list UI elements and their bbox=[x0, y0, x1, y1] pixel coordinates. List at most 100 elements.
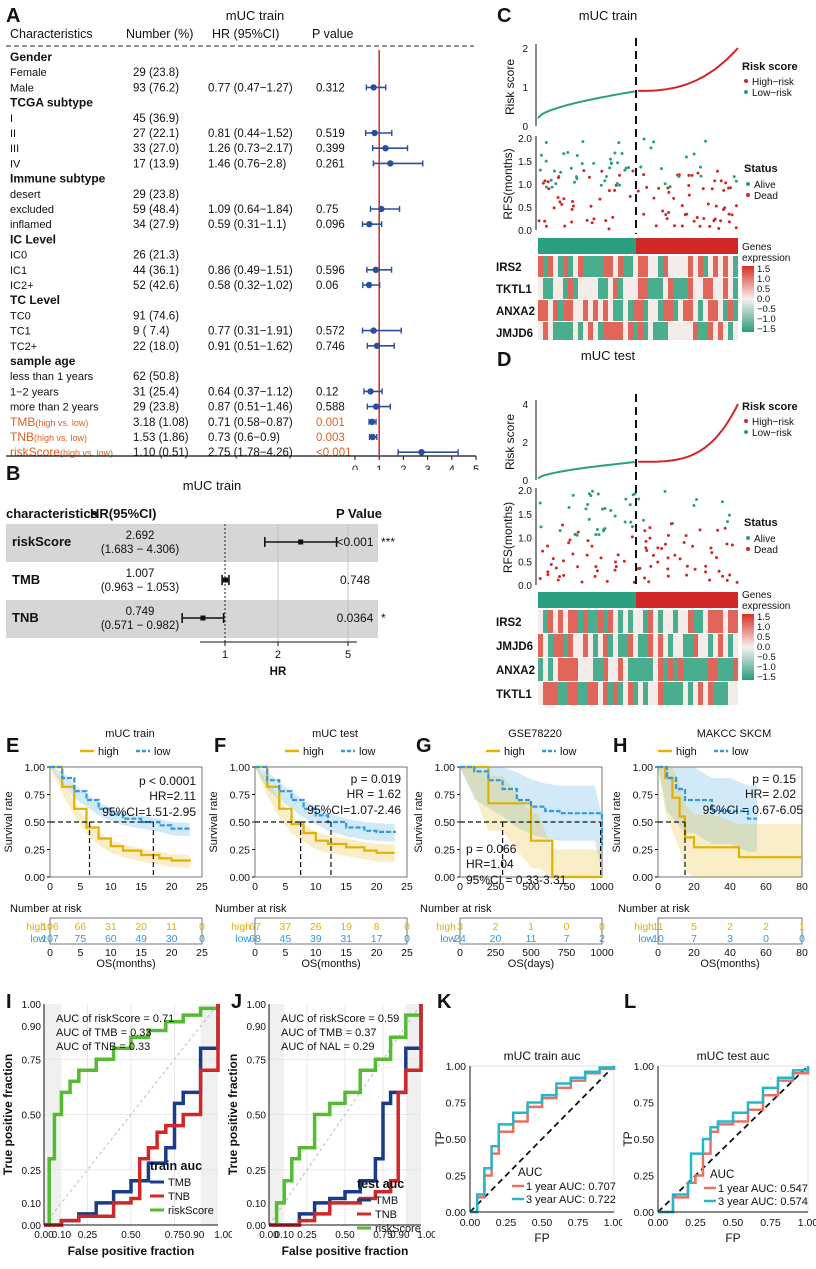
heat-cell bbox=[638, 682, 643, 705]
heat-cell bbox=[683, 634, 688, 657]
risk-high-count: 66 bbox=[75, 921, 87, 933]
x-tick-label: 0.50 bbox=[335, 1230, 355, 1241]
dead-dot bbox=[723, 206, 727, 210]
alive-dot bbox=[652, 140, 656, 144]
high-risk-curve bbox=[638, 47, 739, 92]
dead-dot bbox=[594, 565, 598, 569]
y-tick-label: 0.50 bbox=[634, 1134, 655, 1146]
rfs-y-label: RFS(months) bbox=[501, 148, 515, 219]
risk-low-count: 0 bbox=[199, 933, 205, 945]
heat-cell bbox=[558, 256, 563, 277]
risk-x-tick-label: 20 bbox=[371, 947, 383, 959]
heat-cell bbox=[618, 658, 623, 681]
dead-dot bbox=[589, 204, 593, 208]
heat-cell bbox=[693, 682, 698, 705]
heat-cell bbox=[618, 278, 623, 299]
heat-cell bbox=[643, 278, 648, 299]
heat-cell bbox=[718, 634, 723, 657]
km-hr: HR = 1.62 bbox=[347, 787, 402, 801]
panel-a-forest-plot: mUC train Characteristics Number (%) HR (95… bbox=[6, 8, 479, 470]
heat-cell bbox=[543, 278, 548, 299]
heat-cell bbox=[573, 634, 578, 657]
group-bar-low bbox=[538, 238, 636, 254]
heat-tick-label: 0.5 bbox=[757, 632, 770, 643]
dead-dot bbox=[561, 559, 565, 563]
dead-dot bbox=[725, 542, 729, 546]
dead-dot bbox=[666, 556, 670, 560]
heat-cell bbox=[618, 300, 623, 321]
heat-cell bbox=[608, 658, 613, 681]
x-tick-label: 250 bbox=[487, 881, 505, 893]
heat-cell bbox=[718, 256, 723, 277]
heat-cell bbox=[708, 256, 713, 277]
dead-dot bbox=[570, 220, 574, 224]
dead-dot bbox=[598, 197, 602, 201]
x-tick-label: 1.00 bbox=[214, 1230, 232, 1241]
heat-cell bbox=[648, 682, 653, 705]
dead-dot bbox=[656, 560, 660, 564]
heat-cell bbox=[698, 300, 703, 321]
y-tick-label: 1.00 bbox=[633, 762, 654, 774]
dead-dot bbox=[628, 194, 632, 198]
row-label: TC1 bbox=[10, 326, 31, 338]
heat-tick-label: −1.5 bbox=[757, 672, 776, 683]
km-p-value: p = 0.15 bbox=[752, 772, 796, 786]
heat-cell bbox=[568, 610, 573, 633]
heat-cell bbox=[678, 682, 683, 705]
risk-row-low-label: low bbox=[235, 933, 251, 945]
row-number: 1.10 (0.51) bbox=[133, 447, 189, 459]
row-p: 0.746 bbox=[316, 341, 345, 353]
heat-cell bbox=[593, 658, 598, 681]
heat-cell bbox=[613, 610, 618, 633]
km-title: mUC train bbox=[105, 728, 155, 740]
heat-tick-label: 0.0 bbox=[757, 642, 770, 653]
alive-dot bbox=[549, 178, 553, 182]
row-p: 0.572 bbox=[316, 326, 345, 338]
legend-label: riskScore bbox=[168, 1205, 214, 1217]
hr-point bbox=[298, 539, 304, 545]
alive-dot bbox=[677, 175, 681, 179]
heat-cell bbox=[698, 610, 703, 633]
heat-cell bbox=[643, 682, 648, 705]
heat-cell bbox=[623, 278, 628, 299]
heat-cell bbox=[653, 300, 658, 321]
heat-cell bbox=[633, 278, 638, 299]
alive-dot bbox=[623, 520, 627, 524]
risk-high-count: 11 bbox=[653, 921, 664, 933]
heat-cell bbox=[663, 256, 668, 277]
dead-dot bbox=[656, 546, 660, 550]
heat-cell bbox=[603, 634, 608, 657]
x-tick-label: 2 bbox=[400, 464, 406, 470]
dead-dot bbox=[660, 546, 664, 550]
dead-dot bbox=[614, 565, 618, 569]
heat-cell bbox=[648, 610, 653, 633]
row-p: 0.12 bbox=[316, 386, 338, 398]
heat-cell bbox=[583, 300, 588, 321]
dead-dot bbox=[687, 193, 691, 197]
alive-dot bbox=[617, 141, 621, 145]
rfs-tick-label: 0.5 bbox=[518, 203, 532, 214]
heat-cell bbox=[733, 610, 738, 633]
dead-dot bbox=[651, 553, 655, 557]
alive-dot bbox=[597, 533, 601, 537]
dead-dot bbox=[556, 578, 560, 582]
x-tick-label: 5 bbox=[473, 464, 479, 470]
x-tick-label: 1000 bbox=[590, 881, 614, 893]
gene-label: TKTL1 bbox=[496, 689, 532, 701]
heat-cell bbox=[713, 278, 718, 299]
legend-low-dot bbox=[744, 90, 748, 94]
heat-cell bbox=[723, 610, 728, 633]
heat-cell bbox=[698, 256, 703, 277]
heat-tick-label: 1.0 bbox=[757, 274, 770, 285]
row-label: IV bbox=[10, 158, 21, 170]
heat-cell bbox=[703, 300, 708, 321]
heat-cell bbox=[563, 278, 568, 299]
x-tick-label: 15 bbox=[340, 881, 352, 893]
x-tick-label: 0.00 bbox=[460, 1217, 481, 1229]
heat-cell bbox=[598, 610, 603, 633]
heat-cell bbox=[578, 682, 583, 705]
hr-point bbox=[371, 129, 378, 137]
auc-text: AUC of TMB = 0.33 bbox=[56, 1027, 151, 1039]
dead-dot bbox=[730, 543, 734, 547]
alive-dot bbox=[596, 492, 600, 496]
